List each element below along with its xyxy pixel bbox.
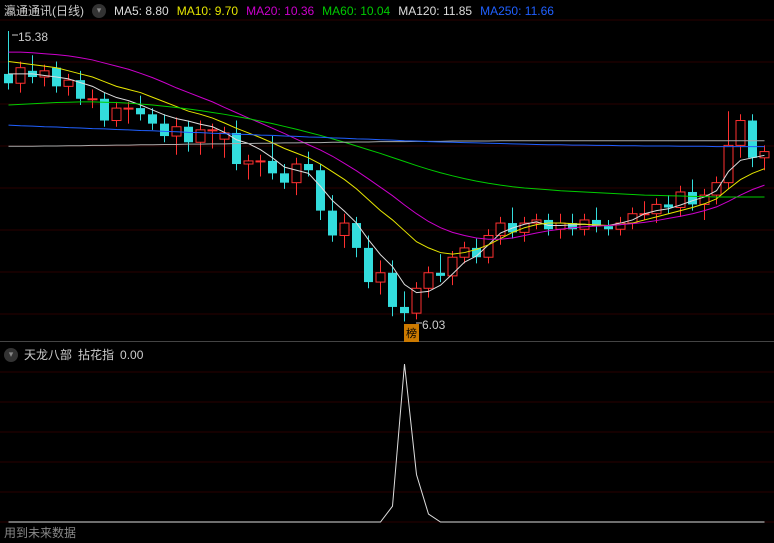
indicator-name: 天龙八部 (24, 346, 72, 363)
ma20-label: MA20: 10.36 (246, 4, 314, 18)
sub-indicator-chart[interactable] (0, 342, 774, 528)
ma5-label: MA5: 8.80 (114, 4, 169, 18)
indicator-header: ▾ 天龙八部 拈花指 0.00 (4, 346, 143, 363)
ma120-label: MA120: 11.85 (398, 4, 472, 18)
indicator-value: 0.00 (120, 348, 143, 362)
ma250-label: MA250: 11.66 (480, 4, 554, 18)
high-price-label: 15.38 (18, 30, 48, 44)
chevron-down-icon[interactable]: ▾ (92, 4, 106, 18)
chart-header: 瀛通通讯(日线) ▾ MA5: 8.80 MA10: 9.70 MA20: 10… (4, 2, 554, 19)
ma10-label: MA10: 9.70 (177, 4, 238, 18)
footer-text: 用到未来数据 (4, 524, 76, 541)
indicator-subname: 拈花指 (78, 346, 114, 363)
low-price-label: 6.03 (422, 318, 445, 332)
main-candlestick-chart[interactable]: 15.38 6.03 榜 (0, 0, 774, 342)
stock-title: 瀛通通讯(日线) (4, 2, 84, 19)
rank-badge: 榜 (404, 324, 419, 342)
chevron-down-icon[interactable]: ▾ (4, 348, 18, 362)
ma60-label: MA60: 10.04 (322, 4, 390, 18)
